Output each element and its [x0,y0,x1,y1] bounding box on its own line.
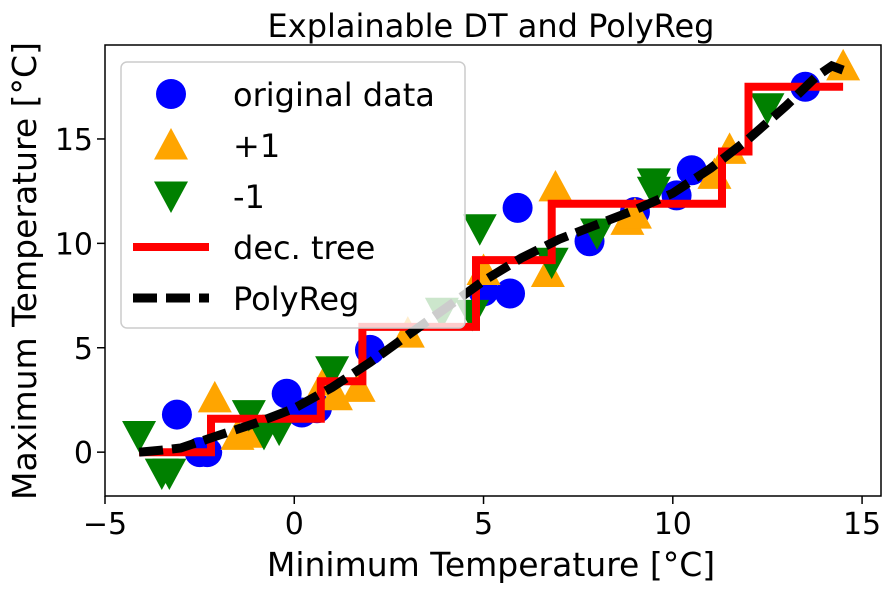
legend-item: PolyReg [133,280,359,318]
legend-label: original data [233,76,435,114]
1-point [197,380,232,413]
original-data-point [495,278,526,309]
1-point [636,176,671,209]
1-point [462,214,497,246]
legend-item: -1 [154,178,265,216]
plot-frame [104,44,882,497]
x-tick-label: 0 [285,507,304,542]
chart-title: Explainable DT and PolyReg [268,7,715,45]
legend-item: original data [156,76,435,114]
legend-item: dec. tree [133,229,375,267]
original-data-point [161,399,192,430]
1-point [318,378,353,411]
legend: original data +1 -1 dec. tree PolyReg [120,61,466,329]
legend-label: PolyReg [233,280,359,318]
1-point [826,48,861,81]
y-tick-label: 10 [55,227,93,262]
y-tick-label: 5 [74,332,93,367]
y-tick-label: 0 [74,436,93,471]
legend-box [120,61,466,329]
legend-original-data-marker [156,79,186,109]
original-data-point [502,192,533,223]
1-point [231,416,266,448]
plot-area [122,48,861,491]
y-axis-label: Maximum Temperature [°C] [5,42,44,500]
1-point [315,356,350,388]
1-point [750,93,785,125]
legend-label: dec. tree [233,229,375,267]
legend-1-marker [154,128,188,160]
x-tick-label: 10 [654,507,692,542]
legend-label: +1 [233,127,280,165]
x-axis-label: Minimum Temperature [°C] [267,545,715,584]
1-point [617,197,652,229]
1-point [152,458,187,491]
polyreg-line [138,60,845,457]
1-point [341,370,376,402]
axes: −5 0 5 10 15 0 5 10 15 [55,123,881,542]
x-tick-label: −5 [83,507,127,542]
legend-label: -1 [233,178,265,216]
1-point [122,420,157,453]
1-point [538,169,573,202]
legend-1-marker [154,181,188,213]
legend-item: +1 [154,127,280,165]
y-tick-label: 15 [55,123,93,158]
x-tick-label: 5 [474,507,493,542]
x-tick-label: 15 [843,507,881,542]
